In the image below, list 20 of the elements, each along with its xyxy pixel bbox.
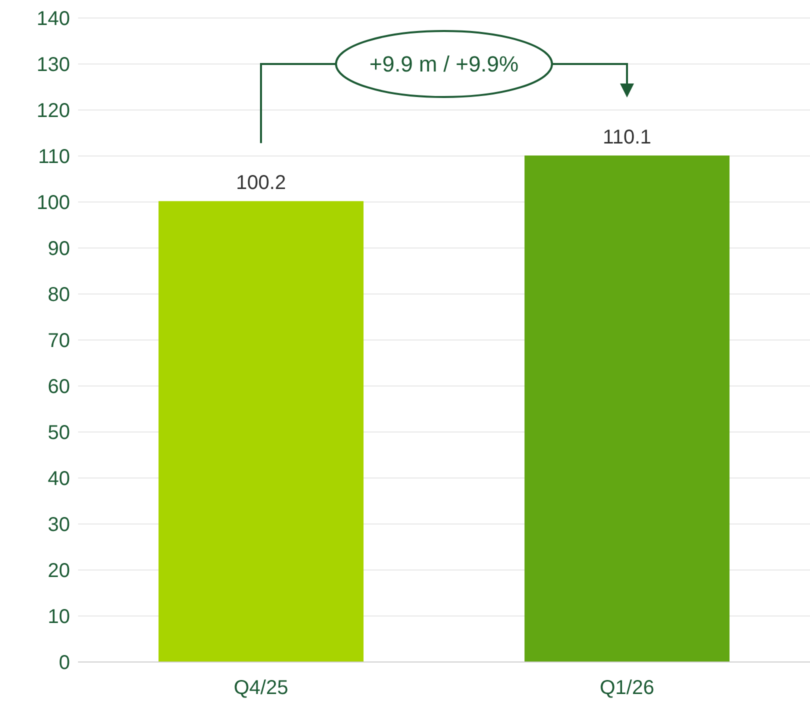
y-tick-label: 120	[36, 100, 70, 122]
y-tick-label: 70	[48, 330, 70, 352]
y-tick-label: 30	[48, 514, 70, 536]
y-tick-label: 90	[48, 238, 70, 260]
y-tick-label: 40	[48, 468, 70, 490]
y-tick-label: 80	[48, 284, 70, 306]
data-label: 110.1	[602, 126, 652, 149]
y-tick-label: 140	[36, 8, 70, 30]
y-tick-label: 110	[38, 146, 70, 168]
x-tick-label: Q4/25	[234, 677, 288, 700]
y-tick-label: 0	[58, 652, 70, 674]
y-tick-label: 20	[48, 560, 70, 582]
x-tick-label: Q1/26	[600, 677, 654, 700]
y-tick-label: 60	[48, 376, 70, 398]
data-label: 100.2	[236, 172, 286, 194]
y-tick-label: 10	[48, 606, 70, 628]
annotation: +9.9 m / +9.9%	[369, 52, 519, 76]
y-tick-label: 100	[36, 192, 70, 214]
y-tick-label: 50	[48, 422, 70, 444]
y-tick-label: 130	[36, 54, 70, 76]
